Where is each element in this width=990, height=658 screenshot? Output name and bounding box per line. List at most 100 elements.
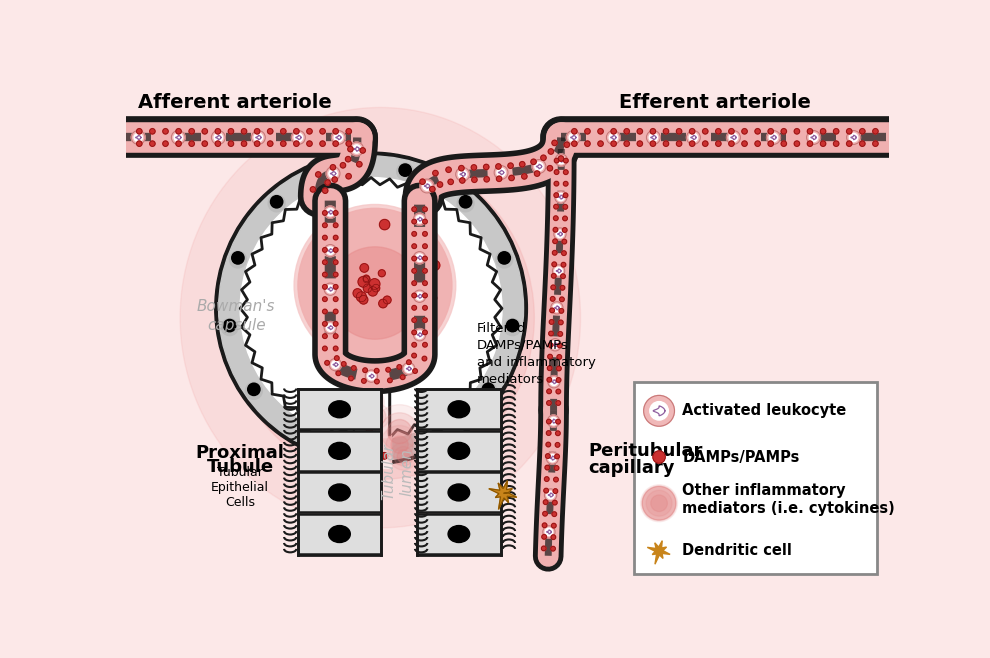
Circle shape: [551, 341, 558, 349]
Circle shape: [550, 302, 563, 314]
Circle shape: [229, 141, 234, 146]
Circle shape: [323, 223, 327, 228]
Ellipse shape: [272, 205, 488, 431]
Circle shape: [334, 211, 338, 215]
Circle shape: [189, 141, 194, 146]
Circle shape: [149, 128, 155, 134]
Circle shape: [331, 164, 336, 170]
Circle shape: [873, 128, 878, 134]
Circle shape: [391, 436, 408, 453]
Circle shape: [149, 141, 155, 146]
Circle shape: [548, 331, 553, 336]
Circle shape: [374, 368, 379, 373]
Circle shape: [496, 251, 513, 268]
Circle shape: [483, 384, 494, 395]
Circle shape: [334, 297, 338, 301]
Circle shape: [423, 281, 428, 286]
Circle shape: [547, 415, 559, 427]
Circle shape: [333, 128, 339, 134]
Circle shape: [552, 239, 557, 243]
Circle shape: [360, 148, 365, 153]
Circle shape: [607, 130, 621, 144]
Circle shape: [553, 228, 557, 232]
Circle shape: [494, 166, 508, 180]
Circle shape: [422, 356, 427, 361]
Circle shape: [368, 457, 375, 465]
Circle shape: [547, 366, 552, 370]
Circle shape: [254, 141, 259, 146]
Circle shape: [552, 512, 556, 517]
Circle shape: [423, 256, 428, 261]
Circle shape: [766, 130, 780, 144]
Circle shape: [555, 431, 560, 436]
Circle shape: [323, 322, 327, 326]
Circle shape: [407, 360, 411, 365]
Ellipse shape: [448, 526, 469, 542]
Ellipse shape: [227, 156, 535, 480]
Circle shape: [379, 299, 387, 308]
Circle shape: [420, 179, 426, 184]
Circle shape: [544, 500, 547, 505]
Circle shape: [676, 141, 682, 146]
Circle shape: [212, 130, 226, 144]
Text: Tubular
lumen: Tubular lumen: [382, 443, 414, 500]
Circle shape: [557, 355, 561, 359]
Circle shape: [323, 247, 327, 252]
Circle shape: [598, 141, 603, 146]
Circle shape: [624, 128, 630, 134]
Circle shape: [509, 175, 514, 181]
Circle shape: [423, 182, 431, 190]
Circle shape: [324, 283, 337, 295]
Circle shape: [471, 164, 476, 170]
Circle shape: [554, 170, 559, 174]
Circle shape: [371, 411, 383, 422]
Circle shape: [483, 164, 489, 170]
Circle shape: [423, 244, 428, 249]
Circle shape: [224, 319, 236, 332]
Circle shape: [585, 128, 590, 134]
Circle shape: [563, 170, 568, 174]
Circle shape: [298, 209, 451, 363]
Circle shape: [356, 291, 366, 302]
Circle shape: [346, 141, 351, 146]
Circle shape: [327, 324, 334, 332]
Text: Activated leukocyte: Activated leukocyte: [682, 403, 846, 418]
Circle shape: [324, 206, 337, 218]
Circle shape: [375, 420, 382, 427]
Circle shape: [562, 228, 567, 232]
Circle shape: [557, 343, 562, 348]
Circle shape: [137, 128, 142, 134]
Circle shape: [550, 378, 557, 386]
Circle shape: [556, 378, 561, 382]
Circle shape: [562, 216, 567, 220]
Circle shape: [202, 128, 208, 134]
Circle shape: [333, 279, 340, 285]
Circle shape: [334, 284, 338, 289]
Circle shape: [363, 284, 371, 292]
Text: Tubular
Epithelial
Cells: Tubular Epithelial Cells: [211, 467, 269, 509]
Circle shape: [334, 309, 338, 314]
Circle shape: [552, 265, 564, 277]
Circle shape: [535, 163, 544, 170]
Circle shape: [412, 232, 417, 236]
Circle shape: [429, 428, 446, 445]
Circle shape: [367, 372, 375, 380]
Circle shape: [729, 128, 735, 134]
Circle shape: [569, 134, 577, 141]
Text: Proximal: Proximal: [196, 443, 284, 462]
Circle shape: [547, 354, 552, 359]
Circle shape: [341, 163, 346, 168]
Circle shape: [551, 535, 555, 540]
Circle shape: [242, 128, 247, 134]
Circle shape: [546, 442, 550, 447]
Circle shape: [327, 209, 334, 216]
Circle shape: [405, 365, 413, 372]
Circle shape: [650, 495, 667, 511]
Circle shape: [551, 523, 556, 528]
Circle shape: [329, 247, 421, 340]
Circle shape: [729, 141, 735, 146]
Circle shape: [412, 219, 417, 224]
Circle shape: [553, 477, 558, 482]
Circle shape: [549, 320, 553, 324]
Circle shape: [420, 179, 434, 193]
